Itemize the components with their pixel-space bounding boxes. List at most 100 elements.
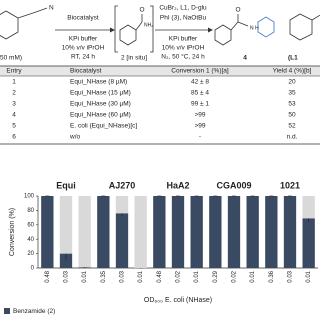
bar — [115, 196, 129, 214]
y-tick-label: 60 — [27, 222, 34, 228]
legend-label: Benzamide (2) — [13, 308, 55, 315]
x-tick-label: 0.03 — [120, 270, 126, 282]
condition: RT, 24 h — [71, 54, 95, 61]
x-tick-label: 0.01 — [194, 270, 200, 282]
x-tick-label: 0.02 — [232, 270, 238, 282]
table-cell: 3 — [12, 101, 16, 108]
atom-label: O — [235, 7, 240, 14]
y-tick-label: 80 — [27, 208, 34, 214]
table-cell: 50 — [288, 112, 296, 119]
table-header-bg — [0, 66, 320, 76]
table-cell: >99 — [194, 112, 205, 119]
chart: 0 20 40 60 80 100 Conversion (%) Equi AJ270 HaA2 C… — [4, 180, 318, 315]
x-axis-label: OD₆₀₀ E. coli (NHase) — [144, 297, 212, 304]
bar — [227, 196, 241, 268]
bar — [246, 196, 259, 268]
y-tick-label: 20 — [27, 251, 34, 257]
table-cell: 35 — [288, 90, 296, 97]
atom-label: O — [139, 7, 144, 14]
condition: PhI (3), NaOtBu — [160, 15, 207, 22]
bar — [153, 196, 166, 268]
table-header: Biocatalyst — [70, 68, 102, 75]
x-tick-label: 0.35 — [101, 270, 107, 282]
table-cell: 2 — [12, 90, 16, 97]
table-cell: Equi_NHase (15 µM) — [70, 90, 131, 97]
table-cell: w/o — [69, 134, 81, 141]
x-tick-label: 0.48 — [45, 270, 51, 282]
atom-label: NH₂ — [144, 22, 153, 28]
bar — [302, 196, 315, 219]
table-cell: Equi_NHase (60 µM) — [70, 112, 131, 119]
group-title: Equi — [56, 180, 76, 190]
table-cell: E. coli (Equi_NHase)[c] — [70, 123, 137, 130]
y-tick-label: 100 — [24, 194, 35, 200]
table: Entry Biocatalyst Conversion 1 (%)[a] Yield… — [0, 65, 320, 145]
substrate-conc: 50 mM) — [0, 55, 22, 62]
table-cell: 1 — [12, 79, 16, 86]
table-cell: 4 — [12, 112, 16, 119]
table-header: Conversion 1 (%)[a] — [171, 68, 229, 75]
condition: N₂, 50 °C, 24 h — [161, 53, 205, 61]
bar — [59, 196, 73, 254]
bar — [265, 196, 278, 268]
bar — [134, 196, 147, 268]
scheme-drawing — [0, 5, 320, 53]
x-tick-label: 0.01 — [138, 270, 144, 282]
bar — [115, 213, 129, 268]
table-cell: 99 ± 1 — [191, 101, 209, 108]
bar — [302, 218, 315, 268]
x-tick-label: 0.01 — [306, 270, 312, 282]
table-cell: >99 — [194, 123, 205, 130]
ligand-label: (L1 — [288, 55, 298, 62]
table-cell: 85 ± 4 — [191, 90, 209, 97]
compound-label: 2 [in situ] — [121, 55, 147, 62]
table-cell: 53 — [288, 101, 296, 108]
condition: CuBr₂, L1, D-glu — [159, 5, 207, 12]
x-tick-label: 0.01 — [250, 270, 256, 282]
condition: 10% v/v iPrOH — [162, 45, 205, 52]
bar — [190, 196, 203, 268]
table-cell: - — [199, 134, 201, 141]
atom-label: N H — [250, 25, 259, 31]
condition: KPi buffer — [69, 36, 98, 43]
group-title: AJ270 — [109, 180, 136, 190]
table-cell: 42 ± 8 — [191, 79, 209, 86]
table-cell: 20 — [288, 79, 296, 86]
table-cell: 6 — [12, 134, 16, 141]
group-title: HaA2 — [166, 180, 189, 190]
bar — [209, 196, 222, 268]
table-cell: 5 — [12, 123, 16, 130]
bar — [41, 196, 54, 268]
bar — [78, 196, 91, 268]
y-tick-label: 0 — [31, 266, 35, 272]
group-title: 1021 — [280, 180, 300, 190]
condition: KPi buffer — [169, 36, 198, 43]
group-title: CGA009 — [216, 180, 251, 190]
bar — [97, 196, 110, 268]
x-tick-label: 0.02 — [176, 270, 182, 282]
bar — [78, 267, 91, 268]
atom-label: N — [49, 5, 54, 12]
x-tick-label: 0.29 — [213, 270, 219, 282]
x-tick-label: 0.03 — [64, 270, 70, 282]
table-cell: n.d. — [287, 134, 298, 141]
condition: Biocatalyst — [67, 15, 99, 22]
table-cell: Equi_NHase (8 µM) — [70, 79, 127, 86]
table-header: Entry — [6, 68, 22, 75]
bar — [283, 196, 297, 268]
table-cell: 52 — [288, 123, 296, 130]
x-tick-label: 0.01 — [82, 270, 88, 282]
condition: 10% v/v iPrOH — [62, 45, 105, 52]
y-axis-label: Conversion (%) — [9, 208, 16, 256]
legend-swatch — [4, 308, 10, 314]
compound-label: 4 — [243, 55, 247, 62]
scheme-text: 50 mM) N Biocatalyst O NH₂ 2 [in situ] O… — [0, 5, 298, 62]
y-tick-label: 40 — [27, 237, 34, 243]
table-cell: Equi_NHase (30 µM) — [70, 101, 131, 108]
x-tick-label: 0.36 — [269, 270, 275, 282]
table-header: Yield 4 (%)[b] — [273, 68, 312, 75]
x-tick-label: 0.03 — [288, 270, 294, 282]
x-tick-label: 0.48 — [157, 270, 163, 282]
bar — [171, 196, 185, 268]
